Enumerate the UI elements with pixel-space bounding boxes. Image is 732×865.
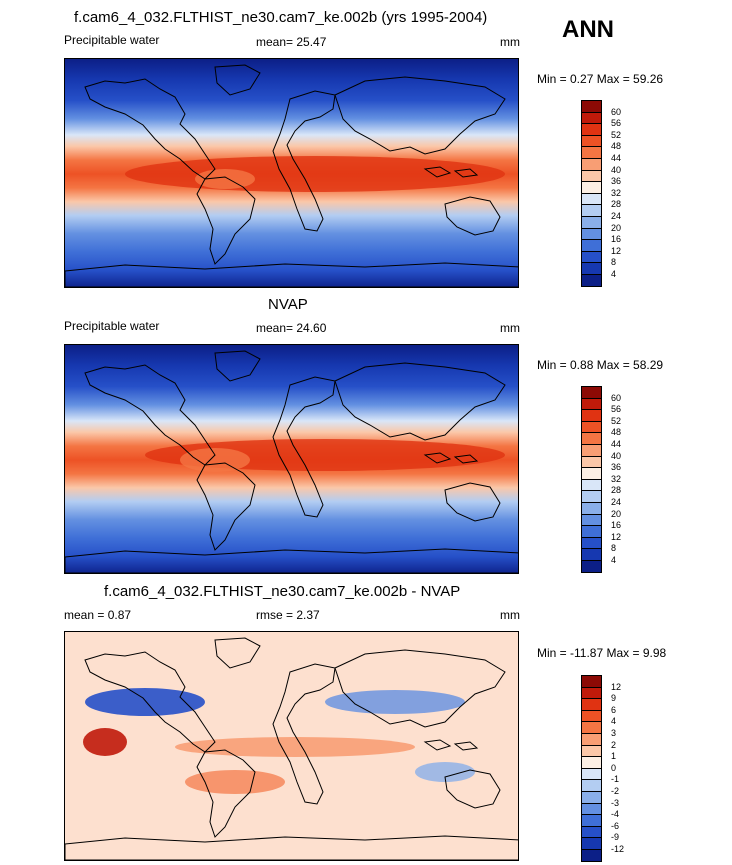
panel-1-minmax: Min = 0.27 Max = 59.26 <box>537 72 664 86</box>
colorbar-level-label: 9 <box>611 693 617 704</box>
colorbar-level-label: 32 <box>611 473 622 484</box>
panel-2-units: mm <box>500 321 520 335</box>
panel-1-title: f.cam6_4_032.FLTHIST_ne30.cam7_ke.002b (… <box>74 9 488 26</box>
panel-3-map-field <box>65 632 518 860</box>
colorbar-level-label: -1 <box>611 774 620 785</box>
colorbar-level-label: -9 <box>611 832 620 843</box>
colorbar-level-label: 60 <box>611 106 622 117</box>
panel-1-units: mm <box>500 35 520 49</box>
colorbar-level-label: 16 <box>611 234 622 245</box>
colorbar-swatch <box>581 849 602 862</box>
panel-1-map-field <box>65 59 518 287</box>
panel-2-map-field <box>65 345 518 573</box>
panel-2-center-label: mean= 24.60 <box>256 321 327 335</box>
panel-2-map <box>64 344 519 574</box>
panel-3-map <box>64 631 519 861</box>
colorbar-level-label: -2 <box>611 786 620 796</box>
colorbar-level-label: 1 <box>611 751 617 762</box>
colorbar-swatch <box>581 560 602 573</box>
colorbar-level-label: 32 <box>611 187 622 198</box>
colorbar-level-label: 44 <box>611 439 622 449</box>
colorbar-level-label: 8 <box>611 543 617 554</box>
panel-1-center-label: mean= 25.47 <box>256 35 327 49</box>
colorbar-level-label: 48 <box>611 427 622 438</box>
colorbar-level-label: -6 <box>611 820 620 831</box>
colorbar-level-label: 28 <box>611 485 622 496</box>
colorbar-level-label: 56 <box>611 404 622 415</box>
panel-3-units: mm <box>500 608 520 622</box>
panel-2-title: NVAP <box>268 296 308 313</box>
colorbar-level-label: 8 <box>611 257 617 268</box>
colorbar-level-label: 28 <box>611 199 622 210</box>
panel-2-minmax: Min = 0.88 Max = 58.29 <box>537 358 664 372</box>
colorbar-level-label: 40 <box>611 164 622 175</box>
colorbar-level-label: 20 <box>611 222 622 233</box>
panel-3-minmax: Min = -11.87 Max = 9.98 <box>537 646 667 660</box>
colorbar-level-label: 44 <box>611 153 622 163</box>
panel-1-left-label: Precipitable water <box>64 33 160 47</box>
panel-3-left-label: mean = 0.87 <box>64 608 132 622</box>
colorbar-level-label: 48 <box>611 141 622 152</box>
colorbar-level-label: 4 <box>611 555 617 565</box>
colorbar-level-label: 40 <box>611 450 622 461</box>
colorbar-level-label: 12 <box>611 531 622 542</box>
colorbar-level-label: 3 <box>611 728 617 738</box>
colorbar-level-label: -4 <box>611 809 620 820</box>
panel-2-left-label: Precipitable water <box>64 319 160 333</box>
colorbar-level-label: 36 <box>611 462 622 473</box>
colorbar-swatch <box>581 274 602 287</box>
colorbar-level-label: 60 <box>611 392 622 403</box>
season-label: ANN <box>562 16 614 43</box>
panel-3-center-label: rmse = 2.37 <box>256 608 320 622</box>
colorbar-level-label: -12 <box>611 844 625 854</box>
colorbar-level-label: 24 <box>611 211 622 221</box>
colorbar-level-label: 2 <box>611 739 617 750</box>
colorbar-level-label: 0 <box>611 762 617 773</box>
colorbar-level-label: -3 <box>611 797 620 808</box>
colorbar-level-label: 16 <box>611 520 622 531</box>
colorbar-level-label: 52 <box>611 415 622 426</box>
colorbar-level-label: 52 <box>611 129 622 140</box>
colorbar-level-label: 4 <box>611 716 617 727</box>
colorbar-level-label: 12 <box>611 245 622 256</box>
colorbar-level-label: 12 <box>611 681 622 692</box>
panel-1-map <box>64 58 519 288</box>
colorbar-level-label: 36 <box>611 176 622 187</box>
colorbar-level-label: 4 <box>611 269 617 279</box>
colorbar-level-label: 24 <box>611 497 622 507</box>
colorbar-level-label: 6 <box>611 704 617 715</box>
colorbar-level-label: 56 <box>611 118 622 129</box>
panel-3-title: f.cam6_4_032.FLTHIST_ne30.cam7_ke.002b -… <box>104 583 461 600</box>
colorbar-level-label: 20 <box>611 508 622 519</box>
